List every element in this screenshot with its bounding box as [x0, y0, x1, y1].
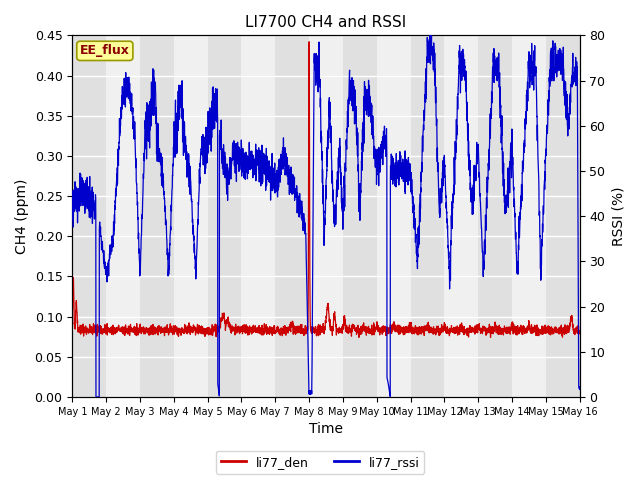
Legend: li77_den, li77_rssi: li77_den, li77_rssi [216, 451, 424, 474]
Bar [546, 36, 580, 397]
Bar [140, 36, 174, 397]
X-axis label: Time: Time [309, 422, 343, 436]
Y-axis label: RSSI (%): RSSI (%) [611, 186, 625, 246]
Bar [207, 36, 241, 397]
Title: LI7700 CH4 and RSSI: LI7700 CH4 and RSSI [245, 15, 406, 30]
Bar [72, 36, 106, 397]
Bar [411, 36, 444, 397]
Bar [343, 36, 377, 397]
Bar [275, 36, 309, 397]
Text: EE_flux: EE_flux [80, 44, 130, 58]
Y-axis label: CH4 (ppm): CH4 (ppm) [15, 179, 29, 254]
Bar [478, 36, 512, 397]
